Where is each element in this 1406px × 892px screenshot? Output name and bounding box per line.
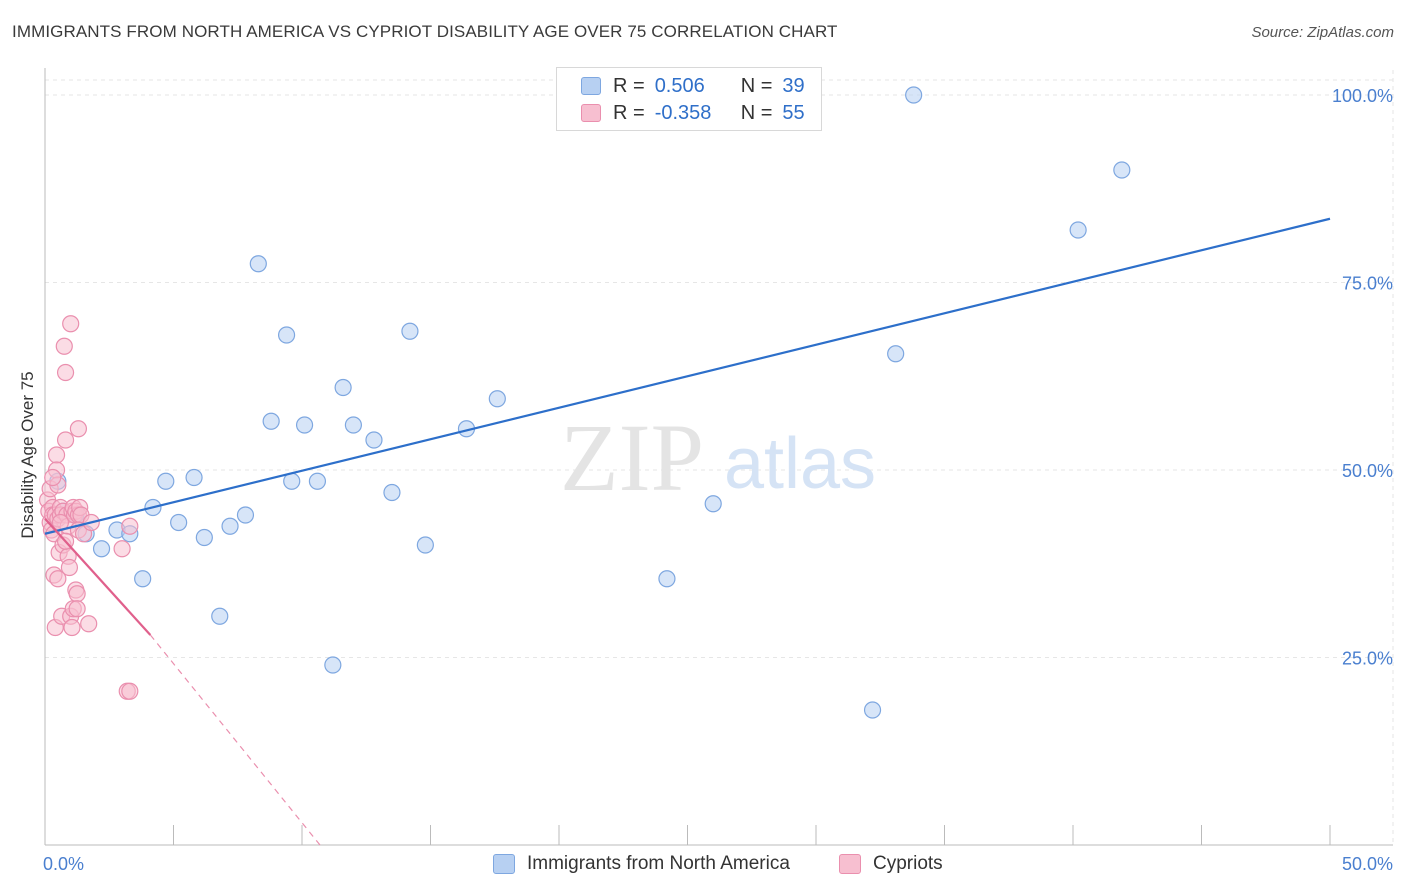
y-tick-label: 100.0%	[1332, 86, 1393, 106]
blue-data-point	[344, 416, 362, 434]
blue-data-point	[262, 412, 280, 430]
x-tick-label: 0.0%	[43, 854, 84, 874]
legend-swatch-pink	[581, 104, 601, 122]
blue-data-point	[157, 472, 175, 490]
blue-data-point	[277, 326, 296, 344]
x-tick-label: 50.0%	[1342, 854, 1393, 874]
legend-label-north-america: Immigrants from North America	[527, 853, 790, 874]
blue-data-point	[383, 483, 401, 502]
blue-data-point	[704, 495, 722, 513]
legend-label-cypriots: Cypriots	[873, 853, 943, 874]
legend-swatch-blue	[581, 77, 601, 95]
blue-data-point	[308, 472, 327, 490]
blue-data-point	[863, 701, 882, 719]
watermark: ZIP atlas	[560, 404, 876, 511]
blue-data-point	[195, 528, 213, 547]
legend-r-label: R =	[613, 74, 645, 97]
legend-n-label: N =	[740, 101, 773, 124]
grid-lines	[45, 70, 1394, 845]
y-tick-label: 25.0%	[1342, 649, 1393, 669]
blue-data-point	[92, 540, 111, 558]
blue-data-point	[1069, 221, 1087, 239]
y-axis-label: Disability Age Over 75	[18, 371, 37, 538]
y-tick-label: 50.0%	[1342, 461, 1393, 481]
legend-n-value: 39	[782, 74, 805, 97]
blue-data-point	[170, 513, 188, 532]
axes	[44, 68, 1393, 846]
blue-data-point	[488, 390, 506, 408]
blue-data-point	[324, 656, 342, 674]
pink-trend-line	[44, 518, 152, 636]
y-tick-label: 75.0%	[1342, 274, 1393, 294]
blue-data-point	[905, 86, 923, 104]
trend-lines	[44, 217, 1331, 846]
blue-data-point	[249, 255, 267, 273]
pink-data-point	[47, 446, 66, 464]
blue-data-point	[416, 536, 434, 554]
pink-trend-line-extension	[149, 634, 321, 846]
pink-data-point	[80, 615, 98, 633]
pink-data-point	[68, 585, 86, 603]
blue-data-point	[1113, 161, 1131, 179]
chart-title: IMMIGRANTS FROM NORTH AMERICA VS CYPRIOT…	[12, 22, 838, 41]
pink-data-point	[63, 618, 81, 637]
legend-r-value: -0.358	[654, 101, 712, 124]
blue-data-point	[134, 570, 152, 588]
pink-data-point	[69, 420, 88, 438]
pink-data-point	[121, 517, 139, 535]
blue-data-point	[887, 345, 905, 363]
legend-n-label: N =	[740, 74, 773, 97]
pink-data-point	[55, 337, 73, 355]
legend-r-value: 0.506	[654, 74, 705, 97]
pink-data-point	[49, 570, 67, 588]
pink-data-point	[113, 540, 131, 558]
legend-row-blue: R = 0.506 N = 39	[581, 73, 805, 99]
legend-item-north-america[interactable]: Immigrants from North America	[493, 850, 790, 878]
legend-swatch-blue	[493, 854, 515, 874]
pink-data-point	[121, 682, 139, 700]
blue-data-point	[365, 431, 383, 449]
data-points	[38, 86, 1131, 719]
legend-item-cypriots[interactable]: Cypriots	[839, 850, 943, 878]
source-label: Source: ZipAtlas.com	[1251, 24, 1394, 41]
pink-data-point	[56, 431, 75, 449]
pink-data-point	[62, 315, 80, 333]
pink-data-point	[68, 600, 86, 618]
watermark-zip: ZIP	[560, 404, 704, 511]
legend-r-label: R =	[613, 101, 645, 124]
watermark-atlas: atlas	[724, 424, 876, 504]
blue-data-point	[211, 607, 229, 625]
blue-data-point	[295, 416, 314, 434]
legend-row-pink: R = -0.358 N = 55	[581, 100, 805, 126]
blue-trend-line	[44, 217, 1331, 535]
blue-data-point	[658, 570, 676, 588]
blue-data-point	[334, 378, 352, 397]
legend-swatch-pink	[839, 854, 861, 874]
correlation-legend: R = 0.506 N = 39 R = -0.358 N = 55	[556, 67, 822, 131]
blue-data-point	[236, 506, 255, 524]
blue-data-point	[401, 322, 419, 340]
blue-data-point	[185, 468, 203, 487]
legend-n-value: 55	[782, 101, 805, 124]
pink-data-point	[56, 363, 75, 382]
tick-labels: 25.0% 50.0% 75.0% 100.0% 0.0% 50.0%	[43, 86, 1393, 874]
pink-data-point	[44, 468, 62, 487]
pink-data-point	[60, 558, 79, 577]
blue-data-point	[221, 517, 239, 535]
